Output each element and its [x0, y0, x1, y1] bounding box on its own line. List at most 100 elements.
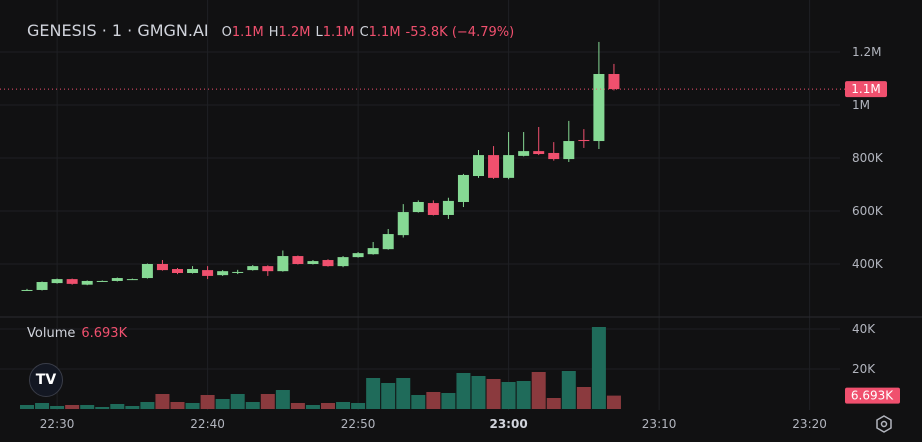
- low-value: 1.1M: [322, 25, 355, 40]
- volume-bar: [140, 402, 155, 409]
- candle-body: [21, 289, 33, 291]
- volume-bar: [245, 402, 260, 409]
- candle-body: [578, 139, 590, 142]
- volume-bar: [305, 405, 320, 409]
- symbol-title: GENESIS · 1 · GMGN.AI: [27, 21, 209, 40]
- tradingview-logo[interactable]: TV: [29, 363, 63, 397]
- candle-body: [503, 155, 515, 178]
- volume-bar: [441, 393, 456, 409]
- candle-body: [262, 266, 274, 272]
- volume-bar: [501, 382, 516, 409]
- volume-bar: [591, 327, 606, 409]
- volume-bar: [185, 403, 200, 409]
- volume-bar: [230, 394, 245, 409]
- volume-legend: Volume 6.693K: [27, 326, 127, 341]
- price-tick-label: 400K: [852, 257, 884, 271]
- volume-bar: [456, 373, 471, 409]
- volume-bar: [80, 405, 95, 409]
- volume-bar: [471, 376, 486, 409]
- symbol-legend: GENESIS · 1 · GMGN.AI O 1.1M H 1.2M L 1.1M …: [27, 21, 514, 40]
- volume-bar: [35, 403, 50, 409]
- close-value: 1.1M: [368, 25, 401, 40]
- candle-body: [367, 248, 379, 255]
- last-price-badge: [845, 81, 887, 98]
- candle-body: [217, 271, 229, 276]
- open-value: 1.1M: [231, 25, 264, 40]
- candle-body: [352, 253, 364, 258]
- high-label: H: [268, 25, 279, 40]
- candle-body: [187, 269, 199, 274]
- volume-bar: [290, 403, 305, 409]
- time-tick-label: 23:10: [642, 417, 677, 431]
- candle-body: [202, 270, 214, 276]
- candle-body: [66, 279, 78, 284]
- time-tick-label: 22:40: [190, 417, 225, 431]
- volume-bar: [576, 387, 591, 409]
- candle-body: [232, 271, 244, 273]
- settings-gear-icon[interactable]: [875, 415, 893, 433]
- candle-body: [247, 266, 259, 271]
- volume-bar: [50, 406, 65, 409]
- low-label: L: [315, 25, 323, 40]
- volume-bar: [606, 395, 621, 409]
- candle-body: [307, 261, 319, 264]
- time-tick-label: 22:50: [341, 417, 376, 431]
- volume-bar: [381, 383, 396, 409]
- price-tick-label: 800K: [852, 151, 884, 165]
- volume-bar: [426, 392, 441, 409]
- volume-bar: [65, 405, 80, 409]
- price-tick-label: 1M: [852, 98, 870, 112]
- candle-body: [382, 234, 394, 250]
- volume-bar: [561, 371, 576, 409]
- volume-bar: [215, 399, 230, 409]
- candle-body: [533, 151, 545, 155]
- price-tick-label: 1.2M: [852, 45, 881, 59]
- candle-body: [518, 151, 530, 156]
- volume-bar: [110, 404, 125, 409]
- volume-bar: [200, 395, 215, 409]
- volume-bar: [366, 378, 381, 409]
- open-label: O: [221, 25, 232, 40]
- time-tick-label: 23:20: [792, 417, 827, 431]
- candle-body: [141, 264, 153, 279]
- logo-text: TV: [35, 372, 57, 388]
- candle-body: [457, 174, 469, 202]
- volume-bar: [516, 381, 531, 409]
- volume-bar: [531, 372, 546, 409]
- candle-body: [51, 279, 63, 284]
- candle-body: [563, 141, 575, 160]
- candle-body: [81, 280, 93, 285]
- volume-bar: [260, 394, 275, 409]
- time-tick-label: 23:00: [489, 417, 527, 431]
- candle-body: [111, 278, 123, 281]
- candle-body: [397, 212, 409, 236]
- volume-bar: [170, 402, 185, 409]
- volume-bar: [351, 403, 366, 409]
- volume-tick-label: 20K: [852, 362, 876, 376]
- candle-body: [412, 201, 424, 213]
- price-tick-label: 600K: [852, 204, 884, 218]
- volume-value: 6.693K: [81, 326, 128, 341]
- candle-body: [156, 264, 168, 271]
- candle-body: [172, 269, 183, 274]
- candle-body: [126, 279, 138, 281]
- volume-label: Volume: [27, 326, 76, 341]
- volume-bar: [546, 398, 561, 409]
- close-label: C: [359, 25, 369, 40]
- candle-body: [548, 152, 560, 160]
- volume-bar: [411, 395, 426, 409]
- last-price-label: 1.1M: [851, 82, 880, 96]
- candle-body: [277, 256, 289, 272]
- last-volume-label: 6.693K: [851, 389, 894, 403]
- change-value: -53.8K (−4.79%): [405, 25, 515, 40]
- candle-body: [322, 260, 334, 267]
- last-volume-badge: [845, 387, 900, 404]
- candle-body: [36, 282, 48, 290]
- time-tick-label: 22:30: [40, 417, 75, 431]
- volume-bar: [321, 403, 335, 409]
- volume-bar: [155, 394, 170, 409]
- volume-bar: [125, 406, 140, 409]
- high-value: 1.2M: [278, 25, 311, 40]
- candle-body: [96, 280, 108, 282]
